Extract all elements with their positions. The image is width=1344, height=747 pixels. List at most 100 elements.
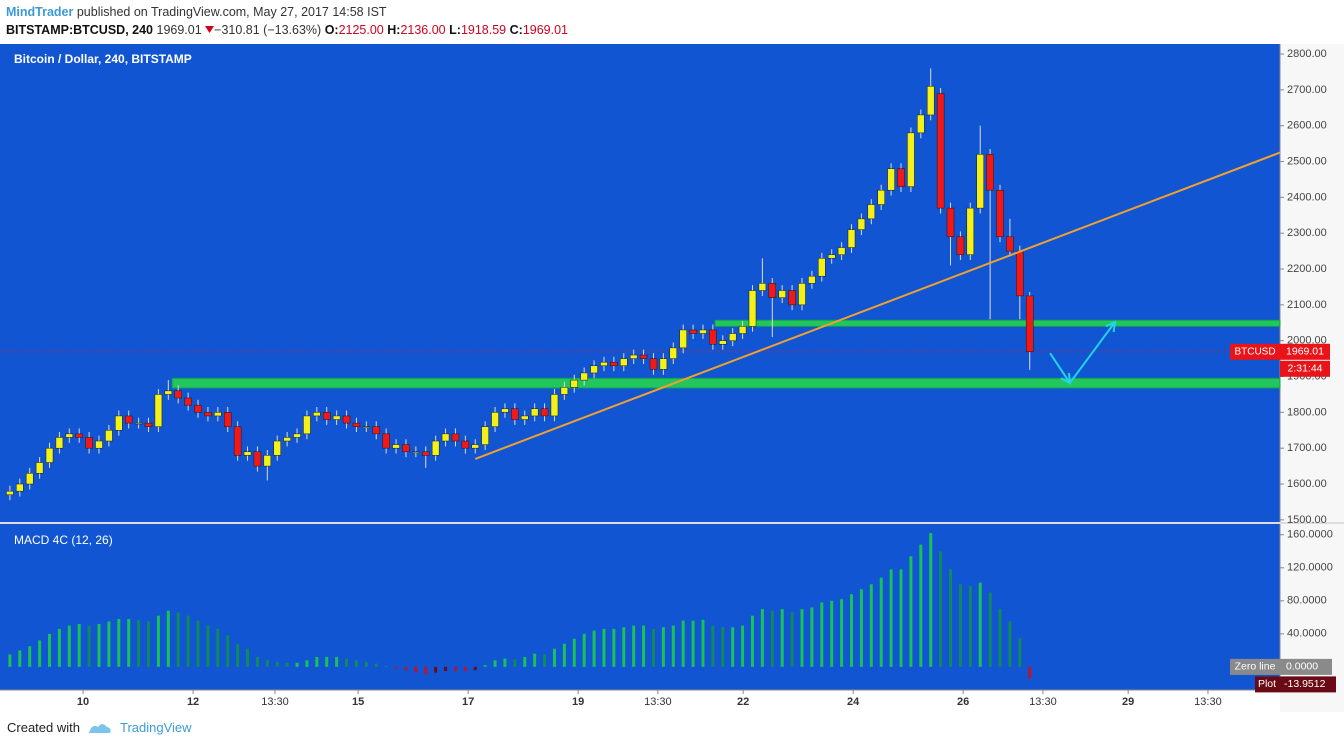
x-tick-label: 24	[847, 696, 860, 708]
candle-body	[441, 433, 450, 442]
zero-line-label: 0.0000	[1286, 661, 1318, 673]
macd-bar	[572, 638, 576, 667]
macd-bar	[345, 658, 349, 667]
candle-body	[95, 440, 103, 449]
candle-body	[134, 422, 143, 425]
macd-bar	[1028, 666, 1032, 679]
macd-bar	[137, 619, 141, 667]
candle-body	[85, 437, 93, 449]
macd-bar	[750, 615, 754, 667]
candle-body	[35, 462, 44, 474]
macd-bar	[1008, 621, 1012, 667]
header-line-1: MindTrader published on TradingView.com,…	[6, 3, 568, 21]
ohlc-key: C:	[509, 23, 523, 37]
candle-body	[887, 168, 895, 191]
plot-value: -13.9512	[1284, 678, 1326, 690]
macd-bar	[849, 594, 853, 667]
macd-bar	[18, 650, 22, 667]
candle-body	[917, 114, 925, 134]
macd-bar	[533, 653, 537, 667]
macd-bar	[434, 666, 438, 673]
macd-bar	[523, 656, 527, 667]
candle-body	[966, 207, 975, 255]
macd-bar	[661, 627, 665, 667]
candle-body	[194, 404, 202, 413]
support-zone	[171, 377, 1281, 389]
y2-tick-label: 40.0000	[1287, 628, 1327, 640]
ohlc: O:2125.00 H:2136.00 L:1918.59 C:1969.01	[325, 23, 568, 37]
candle-body	[382, 433, 390, 449]
macd-bar	[67, 625, 71, 667]
x-tick-label: 13:30	[261, 696, 289, 708]
macd-bar	[384, 666, 388, 668]
candle-body	[431, 440, 440, 456]
zero-line-value-bg	[1280, 658, 1332, 675]
candle-body	[847, 229, 856, 248]
candle-body	[332, 415, 341, 420]
candle-body	[521, 415, 529, 420]
macd-bar	[255, 656, 259, 667]
candle-body	[421, 451, 430, 456]
ohlc-key: L:	[449, 23, 461, 37]
candle-body	[758, 283, 767, 291]
macd-bar	[444, 666, 448, 672]
macd-bar	[176, 612, 180, 667]
macd-bar	[552, 648, 556, 667]
candle-body	[699, 329, 707, 334]
macd-bar	[671, 625, 675, 667]
x-tick-label: 13:30	[644, 696, 672, 708]
candle-body	[540, 408, 549, 417]
plot-value-bg	[1280, 676, 1336, 693]
candle-body	[768, 283, 777, 298]
candle-body	[560, 387, 569, 395]
author[interactable]: MindTrader	[6, 5, 74, 19]
macd-bar	[315, 656, 319, 667]
macd-bar	[216, 628, 220, 667]
macd-bar	[483, 665, 487, 667]
candle-body	[1016, 250, 1024, 297]
last: 1969.01	[156, 23, 202, 37]
macd-bar	[691, 620, 695, 667]
macd-bar	[998, 609, 1002, 667]
macd-bar	[265, 660, 269, 667]
candle-body	[174, 390, 182, 399]
macd-bar	[117, 618, 121, 667]
macd-bar	[711, 625, 715, 667]
candle-body	[986, 154, 994, 191]
candle-body	[511, 408, 519, 420]
candle-body	[788, 290, 796, 306]
macd-bar	[790, 612, 794, 667]
macd-bar	[335, 656, 339, 667]
macd-bar	[562, 643, 566, 667]
candle-body	[570, 379, 579, 388]
candle-body	[293, 433, 301, 438]
macd-bar	[87, 625, 91, 667]
macd-bar	[275, 661, 279, 667]
candle-body	[877, 189, 885, 205]
brand[interactable]: TradingView	[119, 720, 192, 735]
macd-bar	[305, 660, 309, 667]
candle-body	[6, 490, 14, 496]
candle-body	[1025, 295, 1034, 353]
created-with: Created with	[7, 720, 80, 735]
candle-body	[996, 189, 1004, 238]
arrow-head	[1105, 320, 1117, 333]
candle-body	[620, 358, 628, 367]
y-tick-label: 1600.00	[1287, 478, 1327, 490]
candle-body	[25, 473, 34, 485]
macd-bar	[919, 544, 923, 667]
macd-bar	[285, 662, 289, 667]
symbol: BITSTAMP:BTCUSD, 240	[6, 23, 154, 37]
candle-body	[451, 433, 460, 442]
header: MindTrader published on TradingView.com,…	[6, 3, 568, 39]
macd-bar	[107, 621, 111, 667]
macd-title: MACD 4C (12, 26)	[14, 533, 113, 547]
candle-body	[897, 168, 905, 187]
macd-bar	[929, 533, 933, 667]
candle-body	[600, 361, 608, 367]
macd-bar	[543, 654, 547, 667]
macd-bar	[8, 654, 12, 667]
candle-body	[372, 426, 380, 435]
macd-pane	[0, 524, 1280, 690]
macd-bar	[968, 585, 972, 667]
